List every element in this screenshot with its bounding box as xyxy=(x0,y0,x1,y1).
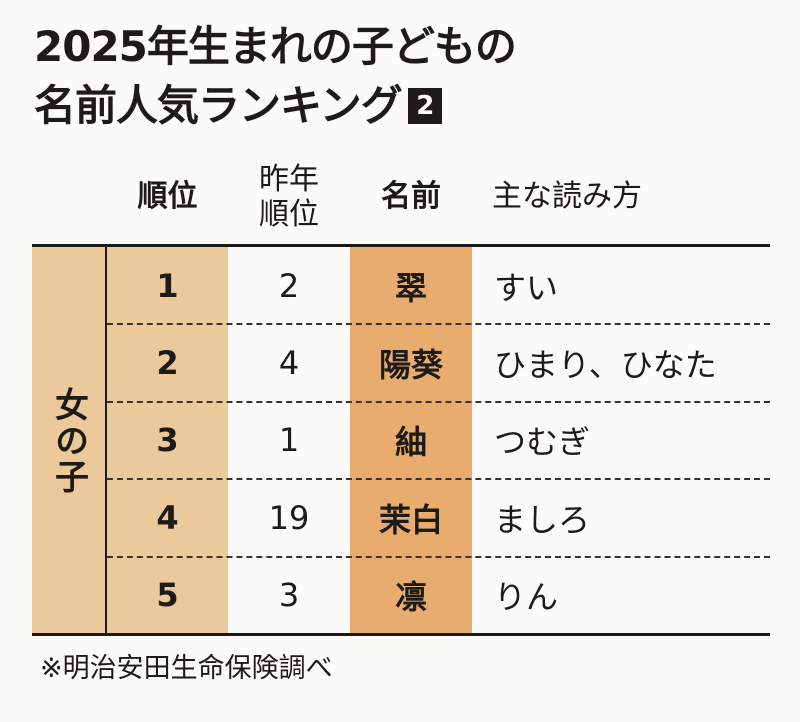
prev-rank-cell: 2 xyxy=(278,266,300,305)
name-cell: 茉白 xyxy=(378,500,443,539)
title-line-1: 2025年生まれの子どもの xyxy=(34,22,517,71)
name-cell: 翠 xyxy=(394,268,427,307)
header-name: 名前 xyxy=(381,179,441,215)
table-row: 5 3 凛 りん xyxy=(107,557,770,634)
header-prev-rank-line1: 昨年 xyxy=(259,162,319,197)
rank-column-bg xyxy=(107,247,228,634)
row-divider xyxy=(107,555,770,558)
name-cell: 紬 xyxy=(394,423,427,462)
table-row: 3 1 紬 つむぎ xyxy=(107,402,770,479)
title-line-2: 名前人気ランキング 2 xyxy=(34,85,442,127)
bottom-rule xyxy=(32,633,770,636)
table-row: 2 4 陽葵 ひまり、ひなた xyxy=(107,324,770,401)
header-prev-rank: 昨年 順位 xyxy=(228,150,350,245)
rank-cell: 2 xyxy=(156,343,179,382)
table-row: 4 19 茉白 ましろ xyxy=(107,479,770,556)
category-cell: 女の子 xyxy=(32,247,106,634)
rank-cell: 3 xyxy=(156,421,179,460)
name-cell: 陽葵 xyxy=(378,345,443,384)
rank-cell: 1 xyxy=(156,266,179,305)
reading-cell: りん xyxy=(494,578,559,617)
row-divider xyxy=(107,400,770,403)
name-cell: 凛 xyxy=(394,578,427,617)
part-badge: 2 xyxy=(407,88,442,124)
table-row: 1 2 翠 すい xyxy=(107,247,770,324)
prev-rank-cell: 1 xyxy=(278,421,300,460)
header-prev-rank-line2: 順位 xyxy=(259,196,319,232)
title-text: 名前人気ランキング xyxy=(34,81,403,130)
reading-cell: ひまり、ひなた xyxy=(494,345,717,384)
prev-rank-cell: 19 xyxy=(268,498,310,537)
header-reading: 主な読み方 xyxy=(492,179,642,215)
prev-rank-cell: 4 xyxy=(278,343,300,382)
category-divider xyxy=(105,247,107,634)
row-divider xyxy=(107,478,770,481)
reading-cell: すい xyxy=(494,268,559,307)
reading-cell: ましろ xyxy=(494,500,591,539)
rank-cell: 4 xyxy=(156,498,179,537)
reading-cell: つむぎ xyxy=(494,423,591,462)
row-divider xyxy=(107,323,770,326)
header-rank: 順位 xyxy=(137,179,198,215)
prev-rank-cell: 3 xyxy=(278,576,300,615)
name-column-bg xyxy=(350,247,472,634)
rank-cell: 5 xyxy=(156,576,179,615)
footnote: ※明治安田生命保険調べ xyxy=(40,653,333,684)
top-rule xyxy=(32,244,770,247)
